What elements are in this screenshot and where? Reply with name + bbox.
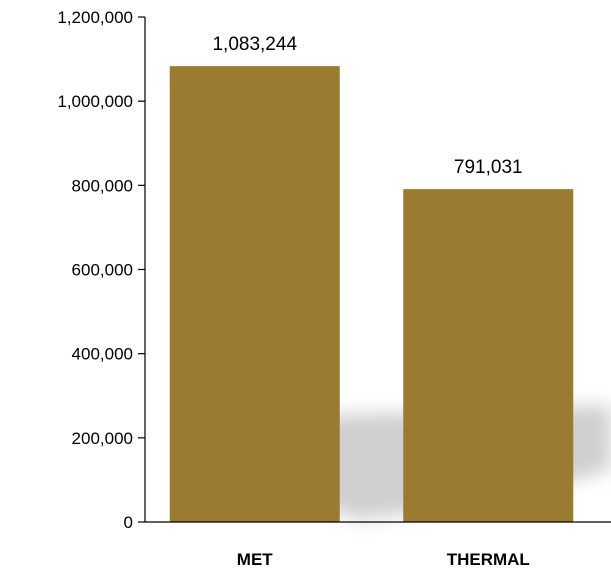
y-tick-label: 400,000 bbox=[72, 345, 133, 364]
y-tick-label: 600,000 bbox=[72, 261, 133, 280]
data-label-thermal: 791,031 bbox=[454, 157, 523, 178]
y-tick-label: 200,000 bbox=[72, 429, 133, 448]
bar-thermal bbox=[403, 189, 574, 522]
y-tick-label: 0 bbox=[124, 513, 133, 532]
axes-group: 0 200,000 400,000 600,000 800,000 1,000,000 1,… bbox=[57, 8, 611, 569]
y-ticks-group: 0 200,000 400,000 600,000 800,000 1,000,000 1,… bbox=[57, 8, 145, 532]
y-tick-label: 800,000 bbox=[72, 176, 133, 195]
x-category-label-thermal: THERMAL bbox=[447, 550, 530, 569]
data-labels-group: 1,083,244 791,031 bbox=[212, 34, 522, 178]
bar-met bbox=[169, 66, 340, 522]
y-tick-label: 1,000,000 bbox=[57, 92, 133, 111]
y-tick-label: 1,200,000 bbox=[57, 8, 133, 27]
bars-group bbox=[169, 66, 574, 522]
x-labels-group: MET THERMAL bbox=[237, 550, 530, 569]
x-category-label-met: MET bbox=[237, 550, 274, 569]
data-label-met: 1,083,244 bbox=[212, 34, 297, 55]
